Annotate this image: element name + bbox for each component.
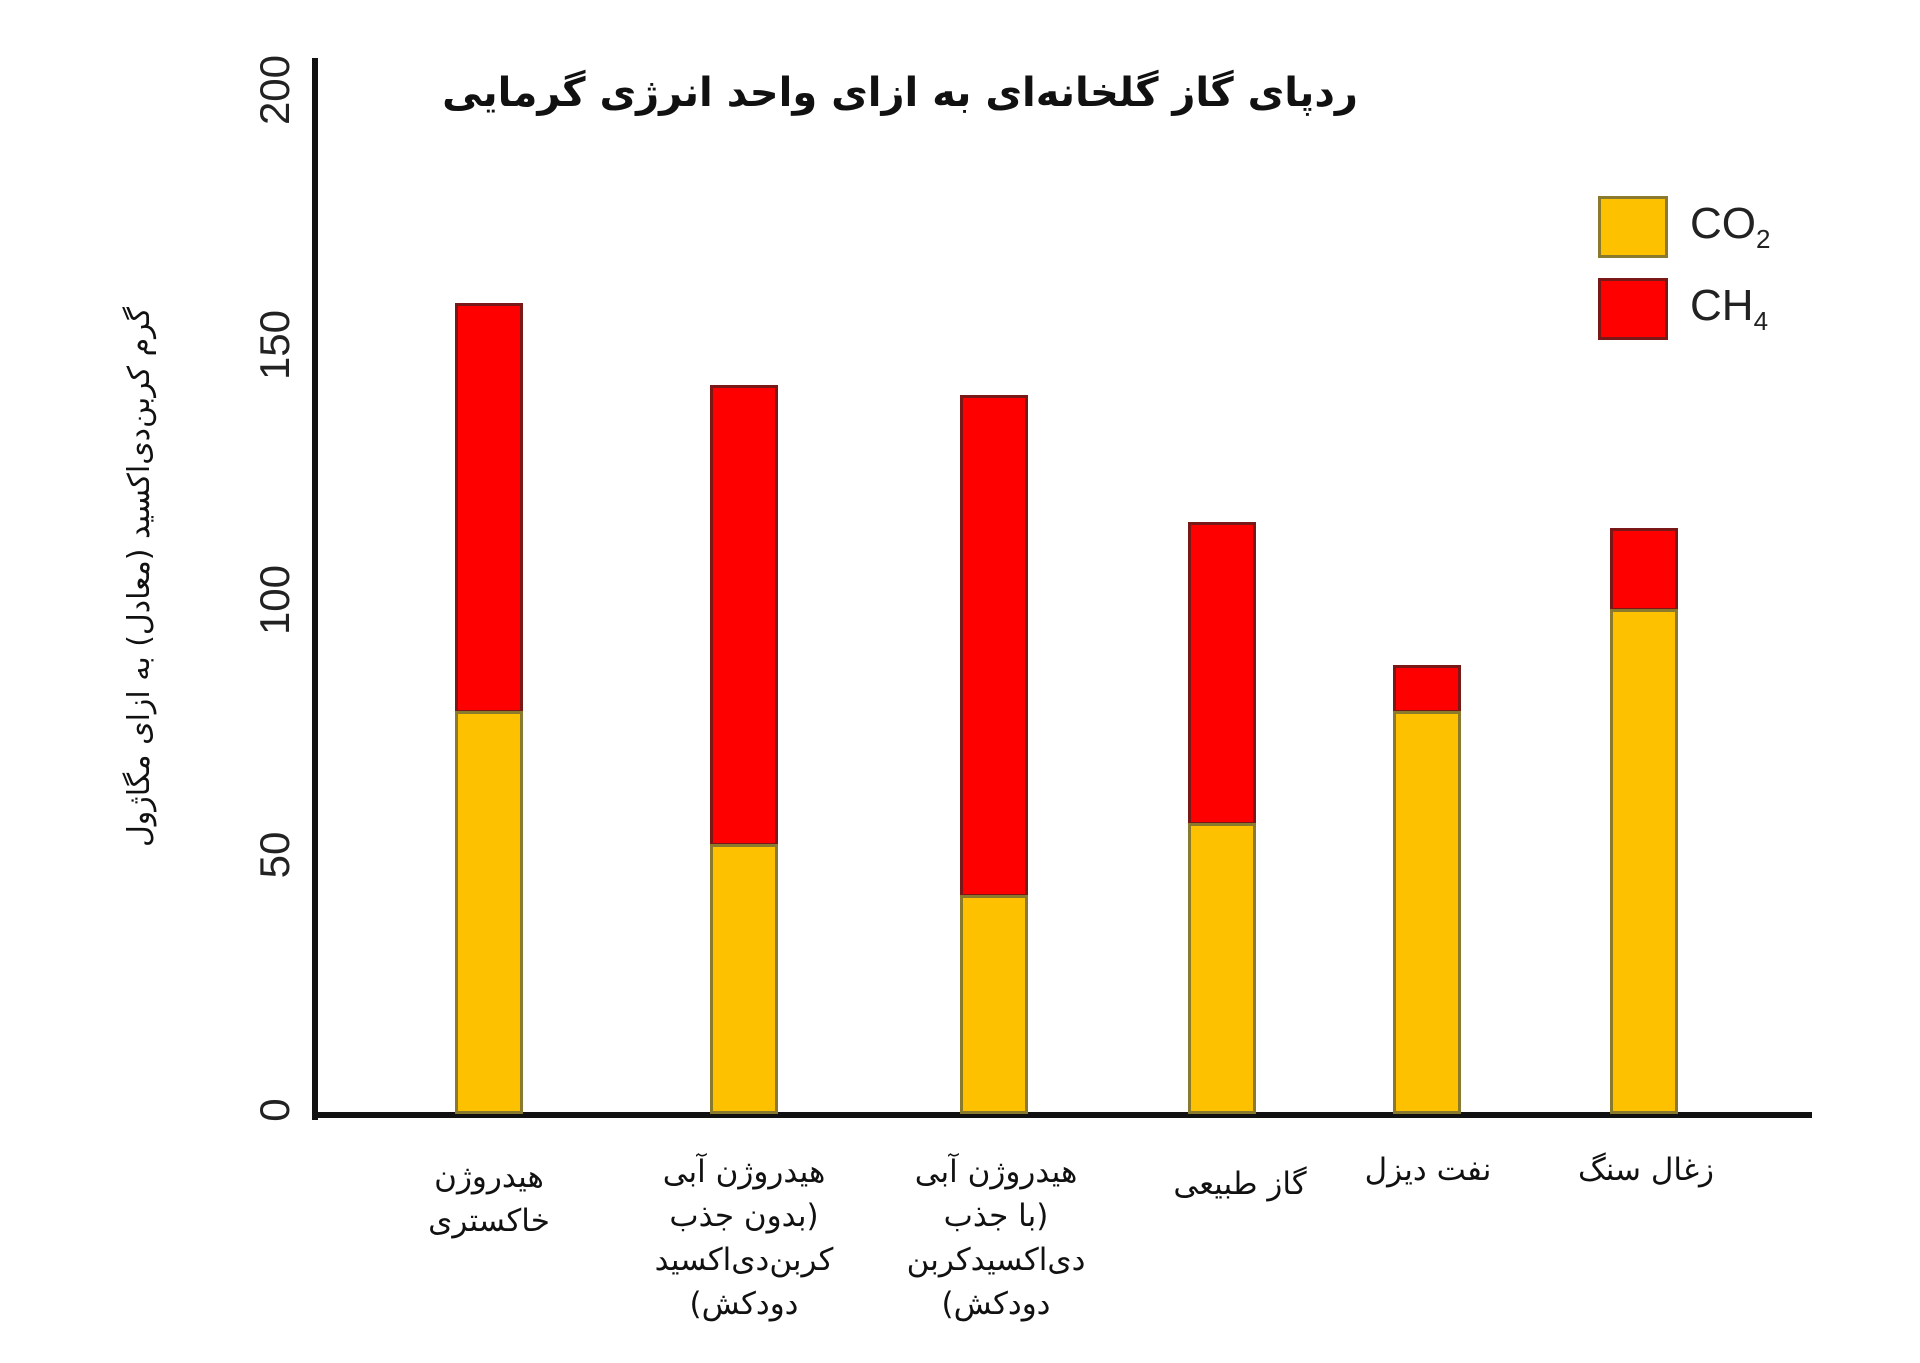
y-axis: [312, 58, 318, 1120]
legend-label-co2: CO2: [1690, 199, 1771, 254]
legend-label-ch4: CH4: [1690, 281, 1769, 336]
category-label-blue-hydrogen-no-capture: هیدروژن آبی (بدون جذب کربن‌دی‌اکسید دودک…: [654, 1154, 834, 1322]
legend-item-ch4: CH4: [1598, 268, 1770, 350]
bar-segment-co2: [710, 843, 778, 1114]
bar-natural-gas: [1188, 522, 1256, 1114]
bar-segment-ch4: [710, 384, 778, 846]
bar-segment-ch4: [1188, 522, 1256, 826]
bar-segment-co2: [1610, 609, 1678, 1114]
bar-segment-ch4: [1393, 665, 1461, 714]
category-label-blue-hydrogen-capture: هیدروژن آبی (با جذب دی‌اکسیدکربن دودکش): [906, 1154, 1086, 1322]
bar-segment-ch4: [1610, 527, 1678, 612]
y-tick-0: 0: [251, 1098, 298, 1122]
y-tick-100: 100: [251, 564, 298, 636]
y-axis-label: گرم کربن‌دی‌اکسید (معادل) به ازای مگاژول: [122, 307, 157, 847]
x-axis: [312, 1112, 1812, 1118]
category-label-coal: زغال سنگ: [1577, 1152, 1715, 1188]
legend-swatch-co2: [1598, 196, 1668, 258]
bar-segment-co2: [455, 711, 523, 1114]
legend-item-co2: CO2: [1598, 186, 1770, 268]
bar-segment-co2: [1188, 823, 1256, 1114]
chart-title: ردپای گاز گلخانه‌ای به ازای واحد انرژی گ…: [442, 70, 1358, 116]
y-tick-150: 150: [251, 309, 298, 381]
y-tick-200: 200: [251, 54, 298, 126]
bar-segment-ch4: [960, 394, 1028, 897]
bar-segment-co2: [1393, 711, 1461, 1114]
category-label-diesel: نفت دیزل: [1364, 1152, 1492, 1188]
bar-segment-co2: [960, 894, 1028, 1114]
bar-segment-ch4: [455, 303, 523, 714]
bar-coal: [1610, 527, 1678, 1115]
legend-swatch-ch4: [1598, 278, 1668, 340]
category-label-grey-hydrogen: هیدروژن خاکستری: [428, 1159, 550, 1239]
bar-blue-hydrogen-capture: [960, 394, 1028, 1114]
bar-diesel: [1393, 665, 1461, 1114]
category-label-natural-gas: گاز طبیعی: [1173, 1166, 1307, 1202]
bar-blue-hydrogen-no-capture: [710, 384, 778, 1114]
y-tick-50: 50: [251, 831, 298, 879]
legend: CO2 CH4: [1598, 186, 1770, 350]
bar-grey-hydrogen: [455, 303, 523, 1114]
